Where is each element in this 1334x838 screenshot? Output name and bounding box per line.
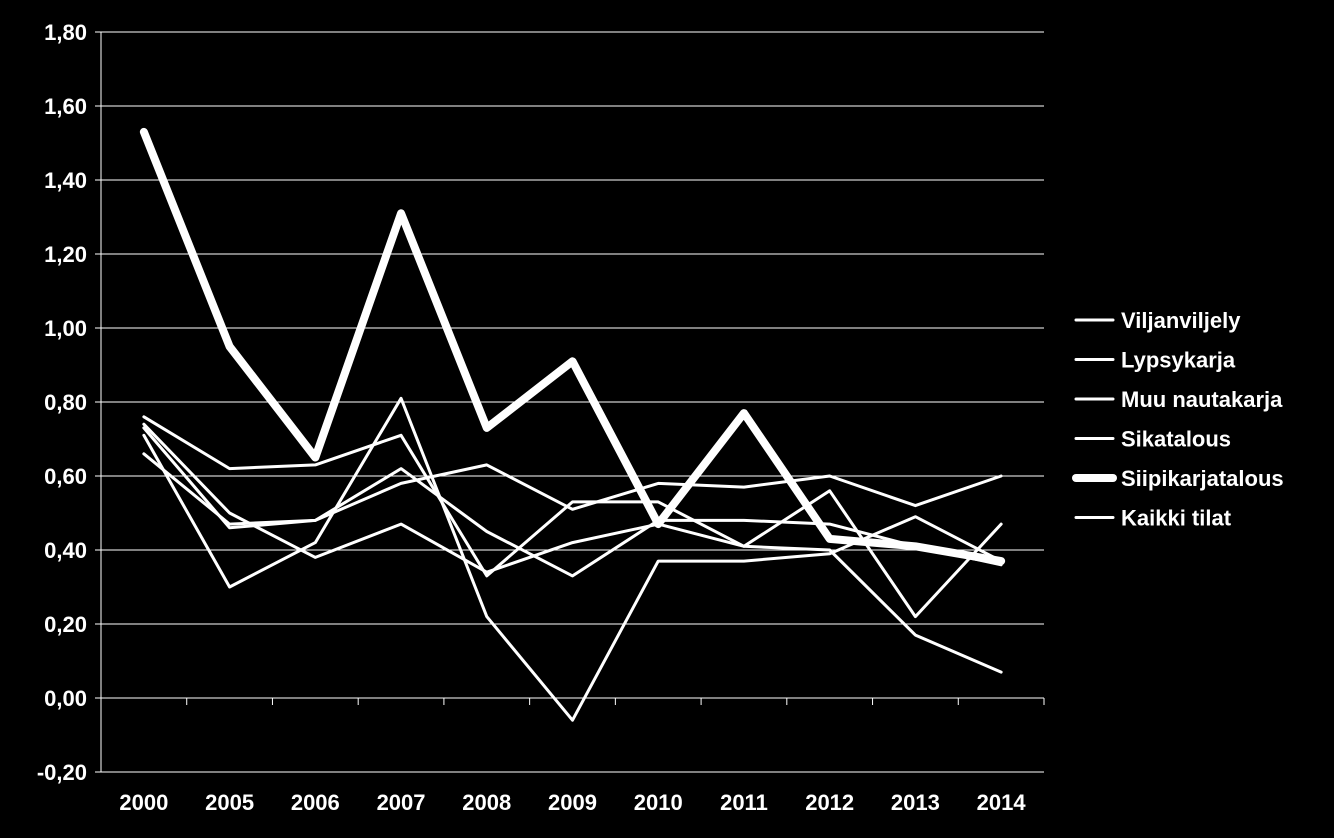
x-tick-label: 2011	[720, 790, 768, 815]
x-tick-label: 2005	[205, 790, 254, 815]
x-tick-label: 2009	[548, 790, 597, 815]
legend-label: Sikatalous	[1121, 427, 1231, 452]
y-tick-label: 0,60	[44, 464, 87, 489]
x-tick-label: 2008	[462, 790, 511, 815]
x-tick-label: 2012	[805, 790, 854, 815]
series-line-muu-nautakarja	[142, 415, 1003, 619]
legend-label: Viljanviljely	[1121, 308, 1241, 333]
legend-label: Lypsykarja	[1121, 348, 1236, 373]
y-tick-label: 0,40	[44, 538, 87, 563]
y-tick-label: 1,00	[44, 316, 87, 341]
x-tick-label: 2006	[291, 790, 340, 815]
x-tick-label: 2013	[891, 790, 940, 815]
y-tick-label: 0,80	[44, 390, 87, 415]
y-tick-label: 1,40	[44, 168, 87, 193]
series-lines	[139, 127, 1006, 722]
y-tick-label: 0,20	[44, 612, 87, 637]
legend-label: Kaikki tilat	[1121, 506, 1232, 531]
x-tick-label: 2010	[634, 790, 683, 815]
x-tick-label: 2007	[377, 790, 426, 815]
series-line-viljanviljely	[142, 396, 1003, 722]
series-line-sikatalous	[142, 452, 1003, 578]
gridlines	[101, 31, 1044, 773]
series-line-siipikarjatalous	[139, 127, 1006, 566]
axes: -0,20 0,00 0,20 0,40 0,60 0,80 1,00 1,20 1,40 1,6…	[37, 20, 1045, 815]
y-tick-label: 1,80	[44, 20, 87, 45]
y-tick-label: -0,20	[37, 760, 87, 785]
y-tick-label: 1,60	[44, 94, 87, 119]
legend: Viljanviljely Lypsykarja Muu nautakarja Sik…	[1072, 308, 1284, 531]
legend-label: Siipikarjatalous	[1121, 466, 1284, 491]
y-tick-label: 1,20	[44, 242, 87, 267]
x-tick-label: 2014	[977, 790, 1027, 815]
y-tick-label: 0,00	[44, 686, 87, 711]
legend-label: Muu nautakarja	[1121, 387, 1283, 412]
series-line-kaikki-tilat	[142, 426, 1003, 530]
series-line-lypsykarja	[142, 422, 1003, 674]
x-tick-label: 2000	[119, 790, 168, 815]
